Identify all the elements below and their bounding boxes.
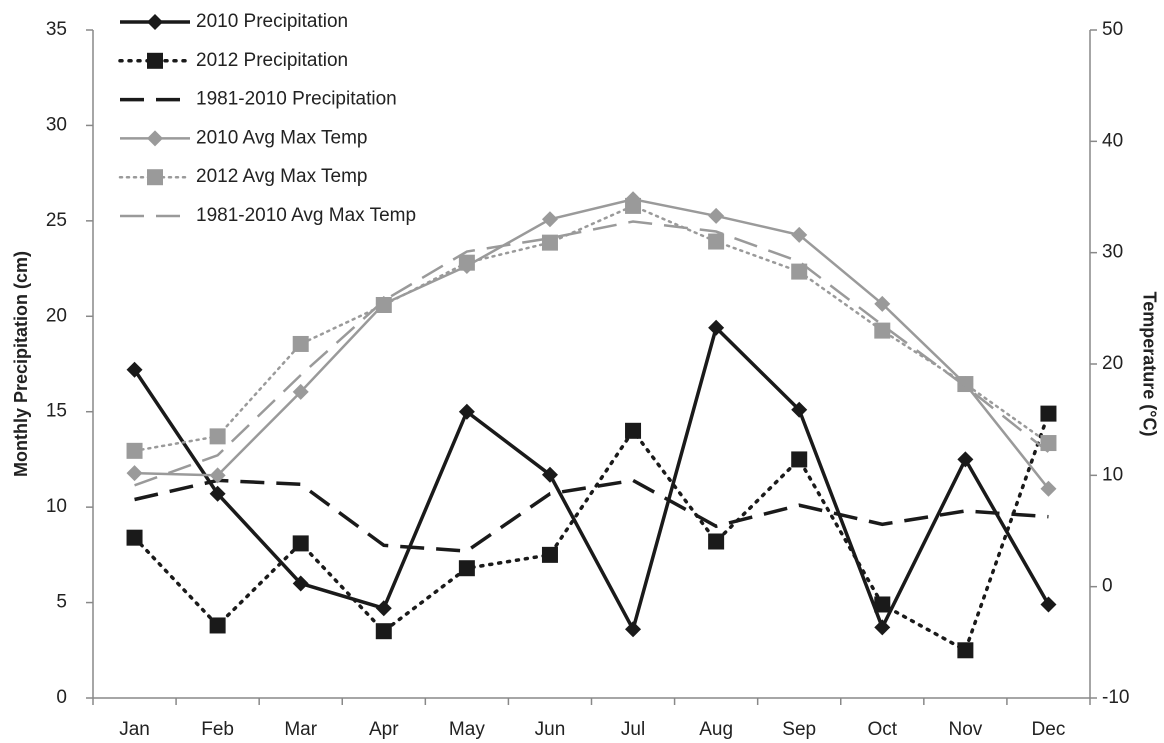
marker <box>147 52 163 69</box>
marker <box>791 263 808 280</box>
y2-tick-label: 30 <box>1102 242 1123 263</box>
x-tick-label: Jun <box>535 719 566 740</box>
marker <box>292 383 309 400</box>
marker <box>1040 435 1057 452</box>
legend-label: 2010 Precipitation <box>196 11 348 32</box>
legend-label: 2012 Precipitation <box>196 50 348 71</box>
x-tick-label: Jul <box>621 719 645 740</box>
x-tick-label: Dec <box>1032 719 1066 740</box>
y2-tick-label: 50 <box>1102 19 1123 40</box>
marker <box>791 226 808 243</box>
marker <box>147 130 163 147</box>
y2-tick-label: 10 <box>1102 464 1123 485</box>
y2-tick-label: -10 <box>1102 687 1129 708</box>
marker <box>1040 596 1057 613</box>
y-tick-label: 35 <box>46 19 67 40</box>
marker <box>458 403 475 420</box>
marker <box>708 533 725 550</box>
x-tick-label: Sep <box>782 719 816 740</box>
series-line <box>134 478 1049 553</box>
y-tick-label: 5 <box>56 592 67 613</box>
marker <box>625 621 642 638</box>
marker <box>708 233 725 250</box>
marker <box>625 197 642 214</box>
marker <box>708 319 725 336</box>
series-line <box>134 197 1050 490</box>
marker <box>625 422 642 439</box>
marker <box>126 465 143 482</box>
legend-label: 1981-2010 Precipitation <box>196 89 397 110</box>
x-tick-label: Feb <box>201 719 234 740</box>
marker <box>147 169 163 186</box>
marker <box>874 619 891 636</box>
marker <box>957 376 974 393</box>
marker <box>292 535 309 552</box>
marker <box>458 254 475 271</box>
marker <box>126 529 143 546</box>
y-tick-label: 20 <box>46 305 67 326</box>
marker <box>541 211 558 228</box>
x-tick-label: May <box>449 719 485 740</box>
series-line <box>132 411 1051 653</box>
marker <box>292 335 309 352</box>
series-line <box>133 324 1050 634</box>
marker <box>209 428 226 445</box>
marker <box>541 546 558 563</box>
y-tick-label: 30 <box>46 114 67 135</box>
y-tick-label: 15 <box>46 401 67 422</box>
marker <box>957 642 974 659</box>
marker <box>874 322 891 339</box>
series-line <box>133 204 1050 453</box>
legend-label: 2010 Avg Max Temp <box>196 127 367 148</box>
marker <box>791 401 808 418</box>
x-tick-label: Nov <box>948 719 982 740</box>
x-tick-label: Aug <box>699 719 733 740</box>
marker <box>209 485 226 502</box>
marker <box>1040 480 1057 497</box>
marker <box>375 623 392 640</box>
marker <box>708 207 725 224</box>
y-tick-label: 10 <box>46 496 67 517</box>
x-tick-label: Mar <box>284 719 317 740</box>
marker <box>791 451 808 468</box>
y2-tick-label: 0 <box>1102 576 1113 597</box>
marker <box>1040 405 1057 422</box>
marker <box>209 467 226 484</box>
marker <box>541 234 558 251</box>
x-tick-label: Oct <box>868 719 898 740</box>
legend-label: 1981-2010 Avg Max Temp <box>196 205 416 226</box>
marker <box>292 575 309 592</box>
legend-label: 2012 Avg Max Temp <box>196 166 367 187</box>
marker <box>147 14 163 30</box>
y-tick-label: 25 <box>46 210 67 231</box>
marker <box>209 617 226 634</box>
marker <box>126 361 143 378</box>
marker <box>375 296 392 313</box>
x-tick-label: Jan <box>119 719 150 740</box>
marker <box>126 442 143 459</box>
x-tick-label: Apr <box>369 719 399 740</box>
y-axis-title: Monthly Precipitation (cm) <box>11 251 31 477</box>
marker <box>957 451 974 468</box>
marker <box>541 466 558 483</box>
y2-tick-label: 40 <box>1102 130 1123 151</box>
y-tick-label: 0 <box>56 687 67 708</box>
y2-axis-title: Temperature (°C) <box>1139 292 1159 437</box>
marker <box>458 560 475 577</box>
marker <box>874 295 891 312</box>
series-line <box>134 220 1050 487</box>
marker <box>375 600 392 617</box>
y2-tick-label: 20 <box>1102 353 1123 374</box>
marker <box>874 596 891 613</box>
